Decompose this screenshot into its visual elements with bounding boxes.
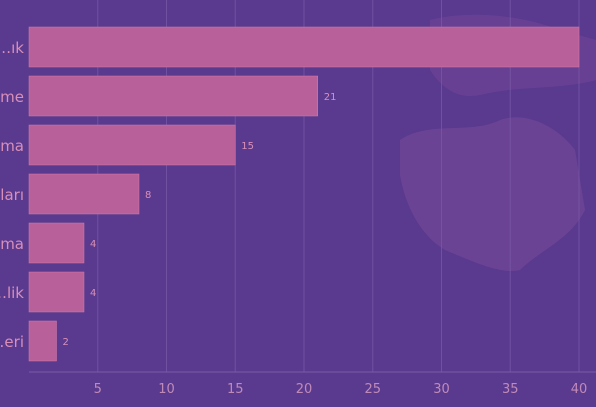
bar [28,26,580,68]
category-label: …eri [0,333,24,351]
value-label: 21 [324,92,337,103]
x-tick-label: 15 [227,382,244,397]
bar [28,222,85,264]
bar [28,173,140,215]
x-tick-label: 5 [94,382,102,397]
map-shape [400,117,585,271]
x-tick-label: 20 [296,382,313,397]
value-label: 4 [90,239,96,250]
category-labels: …ık …me …ma …ları …ma …lik …eri [0,39,24,351]
category-label: …ları [0,186,24,204]
category-label: …ma [0,137,24,155]
value-labels: 21 15 8 4 4 2 [63,92,337,348]
value-label: 8 [145,190,151,201]
x-tick-label: 25 [364,382,381,397]
bar [28,271,85,313]
category-label: …lik [0,284,24,302]
x-tick-label: 40 [571,382,588,397]
bar [28,75,318,117]
category-label: …ık [0,39,24,57]
value-label: 4 [90,288,96,299]
category-label: …me [0,88,24,106]
x-tick-label: 30 [433,382,450,397]
bar [28,320,57,362]
category-label: …ma [0,235,24,253]
bar [28,124,236,166]
value-label: 2 [63,337,69,348]
x-tick-label: 10 [158,382,175,397]
bars [28,26,580,362]
value-label: 15 [241,141,254,152]
x-tick-labels: 5 10 15 20 25 30 35 40 [94,382,588,397]
x-tick-label: 35 [502,382,519,397]
